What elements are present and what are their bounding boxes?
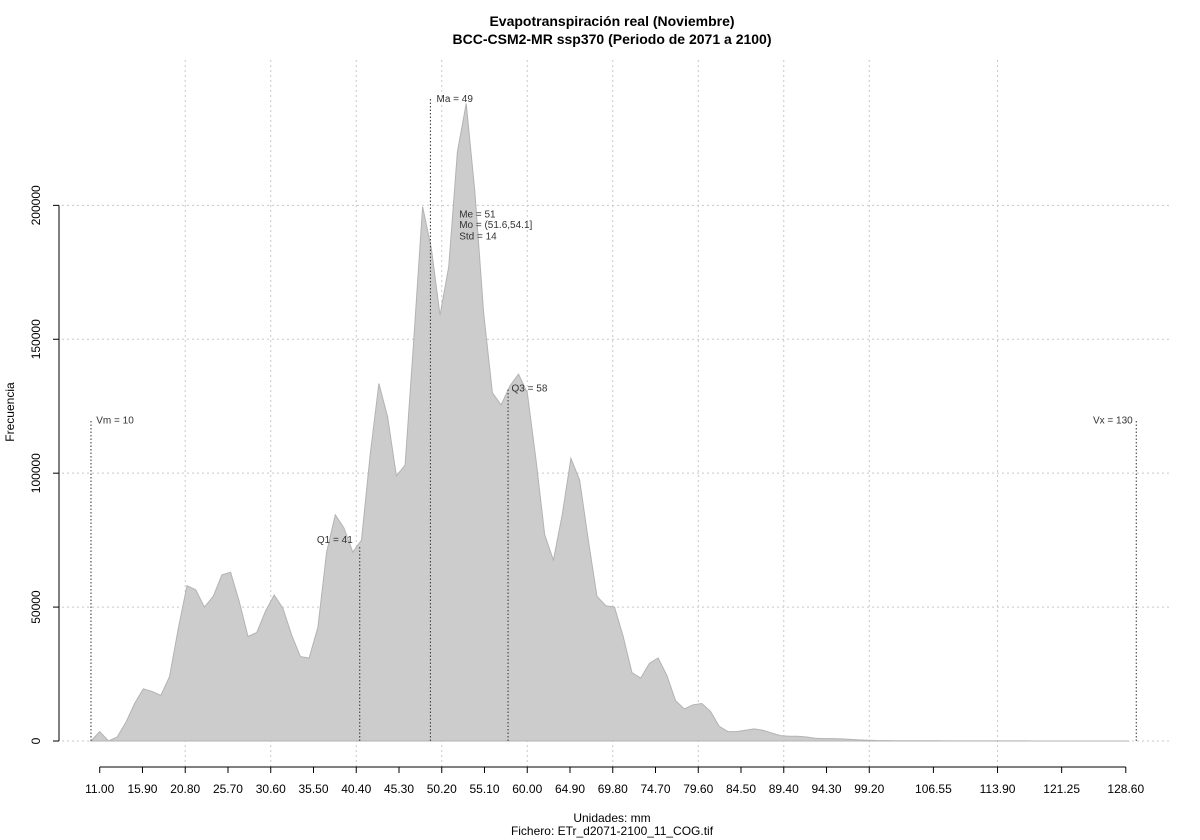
x-tick-label: 99.20 [854,782,884,796]
statistic-annotation: Ma = 49 [437,94,474,105]
y-tick-label: 150000 [29,319,43,359]
statistic-annotation: Q1 = 41 [317,535,353,546]
statistic-annotation: Q3 = 58 [512,383,548,394]
x-tick-label: 89.40 [769,782,799,796]
x-axis: 11.00 15.90 20.80 25.70 30.60 35.50 40.40 45.30… [85,766,1144,796]
statistic-annotation: Me = 51 [459,209,496,220]
x-tick-label: 20.80 [170,782,200,796]
x-tick-label: 30.60 [256,782,286,796]
x-tick-label: 84.50 [726,782,756,796]
y-tick-label: 200000 [29,185,43,225]
x-tick-label: 45.30 [384,782,414,796]
x-tick-label: 60.00 [512,782,542,796]
source-file-label: Fichero: ETr_d2071-2100_11_COG.tif [511,824,714,838]
frequency-area-path [89,103,1130,742]
statistic-annotation: Std = 14 [459,231,497,242]
x-tick-label: 121.25 [1043,782,1080,796]
x-tick-label: 64.90 [555,782,585,796]
frequency-area [89,103,1130,742]
x-axis-label: Unidades: mm [573,811,650,825]
x-tick-label: 128.60 [1107,782,1144,796]
statistic-annotation: Vx = 130 [1093,416,1133,427]
x-tick-label: 50.20 [427,782,457,796]
x-tick-label: 106.55 [915,782,952,796]
statistic-annotation: Mo = (51.6,54.1] [459,220,532,231]
statistic-annotation: Vm = 10 [96,416,134,427]
y-axis: 0 50000 100000 150000 200000 [29,185,60,744]
chart-title: Evapotranspiración real (Noviembre) [489,13,734,29]
x-tick-label: 40.40 [341,782,371,796]
x-tick-label: 94.30 [812,782,842,796]
x-tick-label: 11.00 [85,782,114,796]
chart-subtitle: BCC-CSM2-MR ssp370 (Periodo de 2071 a 21… [453,31,772,47]
y-tick-label: 50000 [29,590,43,624]
y-tick-label: 100000 [29,453,43,493]
x-tick-label: 74.70 [640,782,670,796]
statistic-lines [90,98,1137,741]
x-tick-label: 15.90 [127,782,157,796]
x-tick-label: 25.70 [213,782,243,796]
x-tick-label: 113.90 [980,782,1016,796]
x-tick-label: 79.60 [683,782,713,796]
y-axis-label: Frecuencia [3,382,17,442]
y-tick-label: 0 [29,737,43,744]
x-tick-label: 35.50 [298,782,328,796]
x-tick-label: 55.10 [469,782,499,796]
x-tick-label: 69.80 [598,782,628,796]
